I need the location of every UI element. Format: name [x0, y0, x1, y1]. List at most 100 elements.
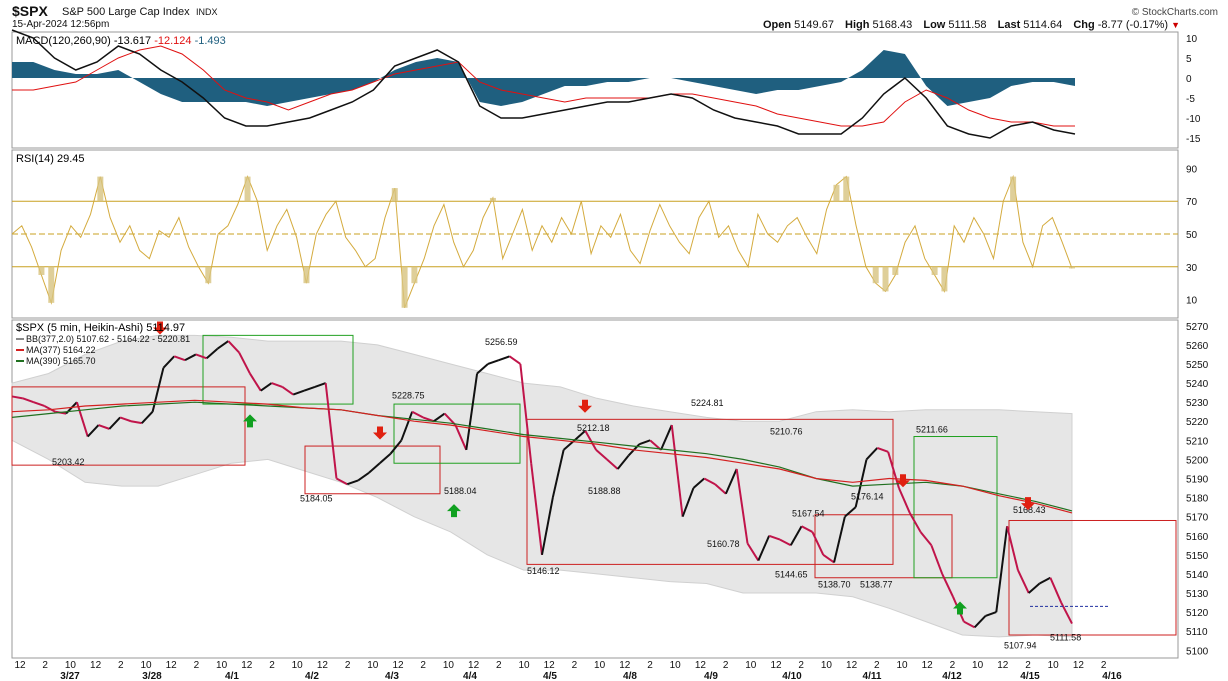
- price-segment: [887, 451, 900, 489]
- bollinger-band-fill: [11, 334, 1073, 638]
- price-segment: [844, 506, 857, 518]
- legend-entry: MA(377) 5164.22: [26, 345, 96, 355]
- price-tick-label: 5270: [1186, 322, 1209, 333]
- price-segment: [876, 447, 889, 453]
- price-segment: [476, 363, 489, 375]
- price-segment: [260, 382, 273, 392]
- hour-tick-label: 10: [367, 660, 379, 671]
- price-segment: [346, 479, 359, 486]
- price-segment: [141, 411, 154, 424]
- red-signal-box: [1008, 519, 1177, 636]
- price-tick-label: 5220: [1186, 417, 1209, 428]
- price-tick-label: 5260: [1186, 341, 1209, 352]
- rsi-tick-label: 70: [1186, 197, 1198, 208]
- security-name: S&P 500 Large Cap Index: [62, 6, 190, 18]
- price-segment: [43, 405, 56, 413]
- price-segment: [1017, 569, 1030, 594]
- hour-tick-label: 12: [695, 660, 707, 671]
- price-annotation: 5107.94: [1004, 640, 1037, 650]
- price-segment: [130, 420, 142, 425]
- price-segment: [822, 554, 835, 564]
- open-label: Open: [762, 19, 792, 31]
- legend-entry: BB(377,2.0) 5107.62 - 5164.22 - 5220.81: [26, 334, 190, 344]
- hour-tick-label: 2: [1025, 660, 1031, 671]
- price-annotation: 5256.59: [485, 337, 518, 347]
- hour-tick-label: 2: [345, 660, 351, 671]
- ma390-line: [11, 401, 1073, 512]
- price-annotation: 5111.58: [1050, 633, 1081, 643]
- date-tick-label: 3/27: [60, 671, 80, 681]
- price-segment: [281, 386, 294, 396]
- price-tick-label: 5120: [1186, 608, 1209, 619]
- price-segment: [108, 416, 121, 430]
- price-segment: [1049, 577, 1063, 603]
- macd-signal-line: [12, 45, 1075, 127]
- price-segment: [595, 449, 608, 461]
- price-segment: [292, 389, 305, 396]
- hour-tick-label: 2: [950, 660, 956, 671]
- symbol: $SPX: [12, 3, 48, 19]
- price-tick-label: 5140: [1186, 570, 1209, 581]
- hour-tick-label: 12: [468, 660, 480, 671]
- rsi-tick-label: 90: [1186, 164, 1198, 175]
- macd-tick-label: 5: [1186, 54, 1192, 65]
- price-annotation: 5210.76: [770, 427, 803, 437]
- hour-tick-label: 10: [745, 660, 757, 671]
- green-signal-box: [913, 436, 998, 579]
- macd-title-part: -13.617: [111, 35, 151, 47]
- price-segment: [75, 401, 89, 437]
- date-tick-label: 4/2: [305, 671, 319, 681]
- price-segment: [411, 410, 424, 419]
- price-segment: [238, 352, 251, 374]
- date-tick-label: 4/11: [863, 671, 882, 681]
- green-signal-box: [202, 334, 354, 405]
- macd-title-part: -1.493: [192, 35, 226, 47]
- red-signal-box: [304, 445, 441, 495]
- price-segment: [995, 526, 1009, 613]
- chg-value: -8.77 (-0.17%): [1097, 19, 1169, 31]
- hour-tick-label: 12: [770, 660, 782, 671]
- price-segment: [789, 525, 803, 546]
- hour-tick-label: 10: [518, 660, 530, 671]
- sell-arrow-icon: [896, 474, 910, 488]
- red-signal-box: [526, 418, 894, 565]
- price-annotation: 5144.65: [775, 570, 808, 580]
- price-segment: [757, 535, 771, 561]
- rsi-tick-label: 30: [1186, 263, 1198, 274]
- price-segment: [703, 477, 716, 486]
- price-segment: [216, 340, 229, 350]
- price-segment: [86, 424, 100, 438]
- price-segment: [865, 447, 879, 461]
- hour-tick-label: 2: [1101, 660, 1107, 671]
- price-annotation: 5146.12: [527, 566, 560, 576]
- price-segment: [551, 449, 565, 498]
- price-segment: [898, 487, 911, 514]
- price-segment: [487, 359, 500, 365]
- price-segment: [389, 439, 403, 455]
- hour-tick-label: 2: [647, 660, 653, 671]
- price-segment: [400, 411, 414, 441]
- hour-tick-label: 12: [317, 660, 329, 671]
- date-tick-label: 4/15: [1020, 671, 1040, 681]
- rsi-tick-label: 50: [1186, 230, 1198, 241]
- price-segment: [98, 424, 110, 430]
- price-segment: [930, 544, 944, 575]
- hour-tick-label: 12: [90, 660, 102, 671]
- hour-tick-label: 2: [269, 660, 275, 671]
- hour-tick-label: 10: [65, 660, 77, 671]
- buy-arrow-icon: [243, 414, 257, 428]
- macd-tick-label: -10: [1186, 114, 1201, 125]
- price-segment: [184, 353, 197, 362]
- hour-tick-label: 10: [896, 660, 908, 671]
- low-value: 5111.58: [948, 19, 987, 31]
- price-segment: [314, 382, 327, 388]
- price-segment: [530, 463, 543, 555]
- price-segment: [692, 477, 705, 489]
- price-segment: [324, 382, 338, 479]
- hour-tick-label: 10: [443, 660, 455, 671]
- hour-tick-label: 12: [1073, 660, 1085, 671]
- price-segment: [606, 458, 619, 470]
- hour-tick-label: 10: [594, 660, 606, 671]
- price-segment: [735, 468, 749, 544]
- buy-arrow-icon: [953, 601, 967, 615]
